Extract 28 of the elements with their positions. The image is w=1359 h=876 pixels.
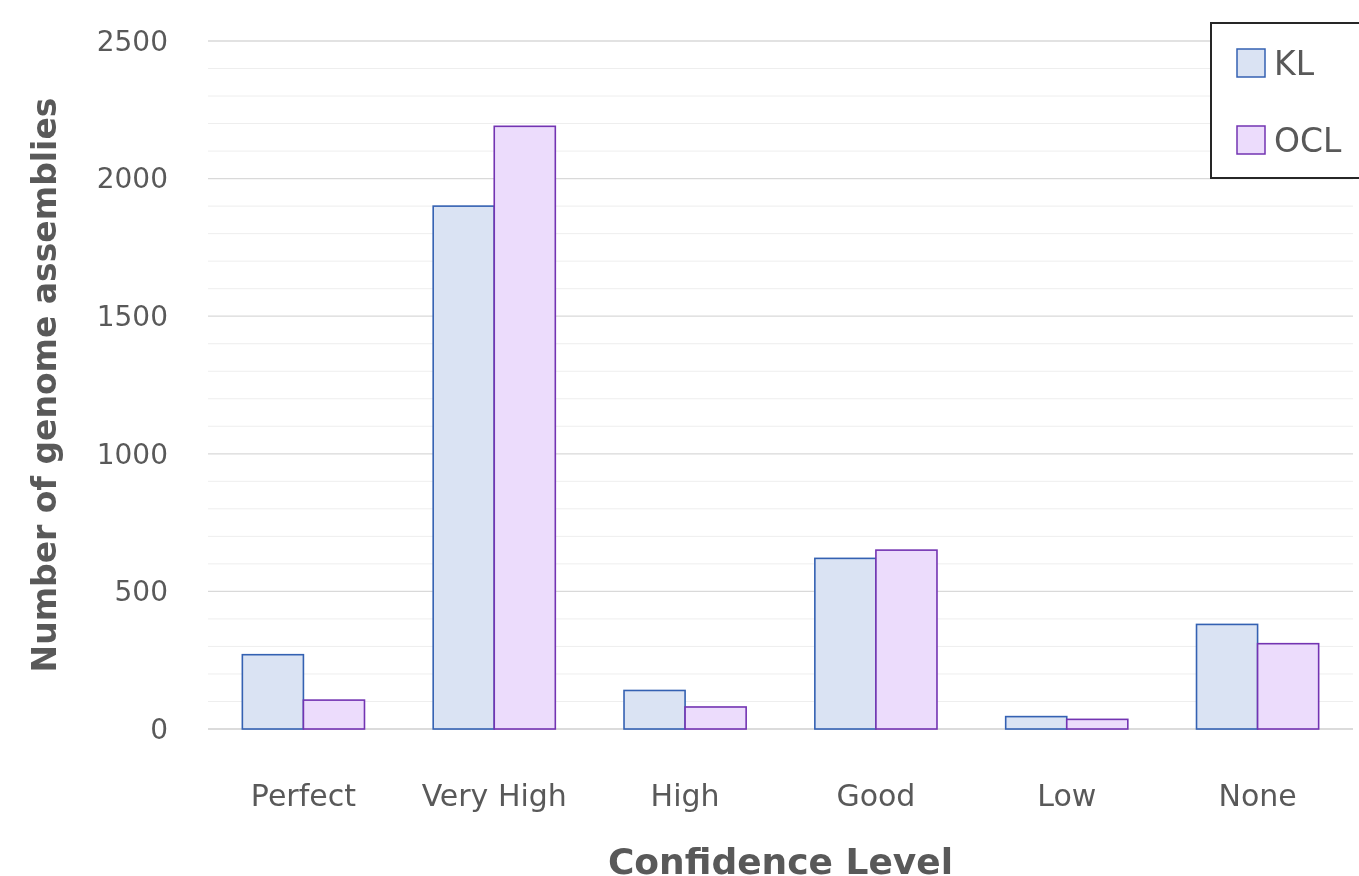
bar bbox=[1004, 715, 1068, 730]
y-tick-label: 500 bbox=[114, 575, 168, 609]
x-tick-label: None bbox=[1218, 778, 1297, 813]
y-tick-label: 2500 bbox=[96, 24, 168, 58]
bar bbox=[493, 125, 557, 730]
x-axis-title: Confidence Level bbox=[607, 841, 954, 876]
legend-label: OCL bbox=[1274, 120, 1343, 160]
bar bbox=[814, 557, 877, 730]
bar bbox=[302, 699, 366, 730]
bar bbox=[875, 549, 938, 730]
x-tick-label: High bbox=[650, 778, 720, 813]
bar bbox=[623, 689, 686, 730]
y-tick-label: 0 bbox=[150, 712, 168, 746]
bar bbox=[684, 706, 747, 730]
y-tick-label: 1500 bbox=[96, 300, 168, 333]
bar bbox=[1256, 642, 1320, 730]
legend-label: KL bbox=[1274, 43, 1315, 83]
x-tick-label: Very High bbox=[421, 778, 567, 813]
x-tick-label: Low bbox=[1037, 778, 1097, 813]
y-tick-label: 2000 bbox=[96, 162, 168, 196]
bar bbox=[1065, 718, 1129, 730]
y-axis-title: Number of genome assemblies bbox=[25, 97, 64, 673]
bar bbox=[1195, 623, 1259, 730]
x-tick-label: Perfect bbox=[250, 778, 357, 813]
y-tick-label: 1000 bbox=[96, 437, 168, 471]
bar bbox=[241, 653, 305, 730]
bar bbox=[432, 205, 496, 730]
x-tick-label: Good bbox=[836, 778, 916, 813]
